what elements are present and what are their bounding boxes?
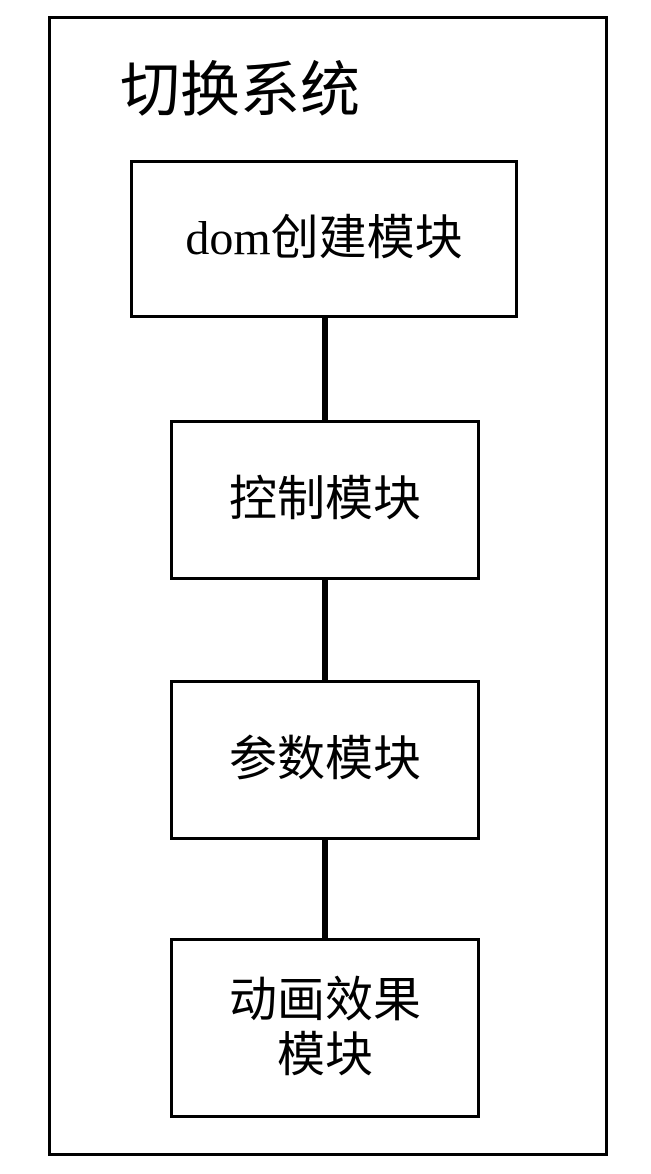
diagram-title: 切换系统 xyxy=(120,42,360,129)
node-label: 动画效果 模块 xyxy=(229,973,421,1083)
node-label: 控制模块 xyxy=(229,472,421,527)
node-param-module: 参数模块 xyxy=(170,680,480,840)
node-control-module: 控制模块 xyxy=(170,420,480,580)
node-label: dom创建模块 xyxy=(185,211,462,266)
edge xyxy=(322,580,328,680)
edge xyxy=(322,840,328,938)
node-dom-create-module: dom创建模块 xyxy=(130,160,518,318)
node-label: 参数模块 xyxy=(229,732,421,787)
edge xyxy=(322,318,328,420)
node-animation-module: 动画效果 模块 xyxy=(170,938,480,1118)
